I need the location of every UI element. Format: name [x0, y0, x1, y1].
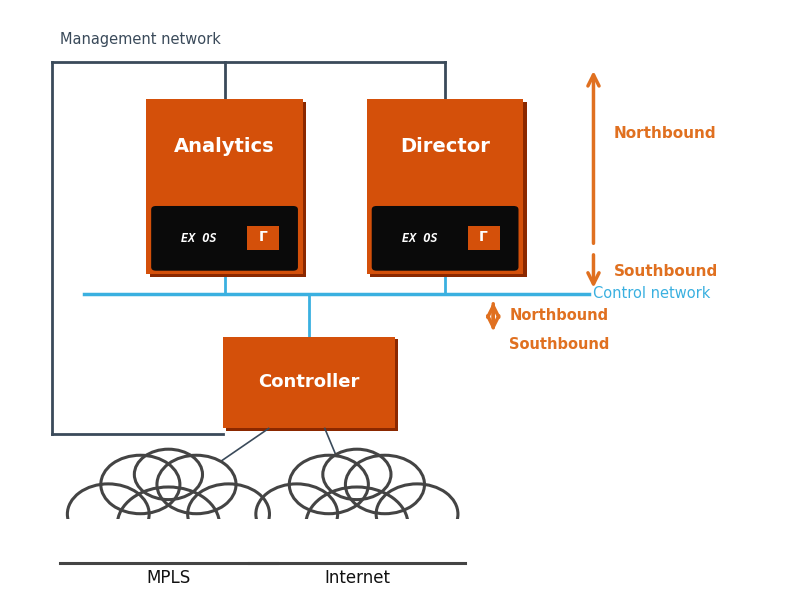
Text: Γ: Γ [258, 230, 268, 244]
Text: Northbound: Northbound [509, 308, 609, 323]
Circle shape [157, 455, 236, 514]
Circle shape [256, 484, 338, 544]
Circle shape [134, 449, 202, 499]
FancyBboxPatch shape [367, 99, 524, 274]
Circle shape [322, 449, 391, 499]
Circle shape [67, 484, 149, 544]
FancyBboxPatch shape [468, 227, 500, 250]
Circle shape [290, 455, 368, 514]
Circle shape [346, 455, 424, 514]
FancyBboxPatch shape [370, 102, 526, 276]
FancyBboxPatch shape [152, 206, 298, 270]
Text: Director: Director [400, 137, 490, 156]
Text: MPLS: MPLS [146, 569, 191, 587]
Text: Γ: Γ [479, 230, 488, 244]
FancyBboxPatch shape [146, 99, 303, 274]
Text: Analytics: Analytics [174, 137, 275, 156]
FancyBboxPatch shape [247, 227, 279, 250]
FancyBboxPatch shape [226, 339, 399, 431]
Text: Southbound: Southbound [509, 337, 610, 352]
Circle shape [306, 487, 408, 563]
Text: Controller: Controller [258, 374, 359, 391]
Text: Southbound: Southbound [614, 264, 718, 279]
Text: Management network: Management network [60, 33, 221, 47]
Circle shape [117, 487, 220, 563]
FancyBboxPatch shape [149, 102, 306, 276]
Text: Control network: Control network [593, 286, 711, 301]
Text: Northbound: Northbound [614, 126, 716, 141]
Circle shape [376, 484, 458, 544]
FancyBboxPatch shape [223, 337, 395, 428]
Text: Internet: Internet [324, 569, 390, 587]
Text: EX OS: EX OS [402, 232, 437, 245]
Bar [245, 519, 469, 563]
FancyBboxPatch shape [372, 206, 519, 270]
Circle shape [101, 455, 180, 514]
Text: EX OS: EX OS [181, 232, 217, 245]
Bar [56, 519, 281, 563]
Circle shape [188, 484, 269, 544]
